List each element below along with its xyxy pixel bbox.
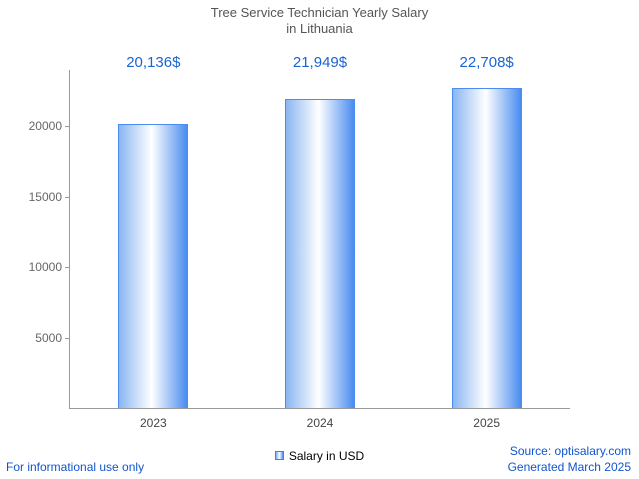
bar-value-label: 20,136$: [126, 54, 181, 71]
y-tick-label: 20000: [28, 119, 62, 134]
y-tick-mark: [65, 196, 69, 198]
bar-2023: [118, 124, 189, 408]
chart-title-line1: Tree Service Technician Yearly Salary: [210, 5, 429, 20]
bar-2024: [285, 98, 355, 408]
source-block: Source: optisalary.com Generated March 2…: [508, 443, 631, 475]
y-tick-mark: [65, 337, 69, 339]
disclaimer-text: For informational use only: [6, 460, 145, 474]
legend-label: Salary in USD: [288, 449, 365, 463]
legend: Salary in USD: [0, 449, 639, 463]
y-tick-mark: [65, 126, 69, 128]
y-axis-line: [69, 70, 70, 409]
x-tick-label: 2025: [473, 416, 500, 430]
legend-swatch-icon: [274, 451, 284, 461]
y-tick-label: 5000: [35, 330, 62, 345]
x-tick-label: 2023: [139, 416, 167, 430]
x-axis-line: [69, 408, 570, 409]
chart-title: Tree Service Technician Yearly Salary in…: [0, 5, 639, 37]
source-link[interactable]: Source: optisalary.com: [509, 444, 631, 458]
bar-value-label: 21,949$: [292, 54, 348, 71]
x-tick-label: 2024: [306, 416, 334, 430]
bar-2025: [451, 87, 522, 408]
y-tick-label: 10000: [28, 260, 62, 275]
y-tick-mark: [65, 267, 69, 269]
chart-title-line2: in Lithuania: [286, 21, 353, 36]
y-tick-label: 15000: [28, 189, 62, 204]
bar-value-label: 22,708$: [459, 54, 514, 71]
generated-date: Generated March 2025: [507, 460, 631, 474]
